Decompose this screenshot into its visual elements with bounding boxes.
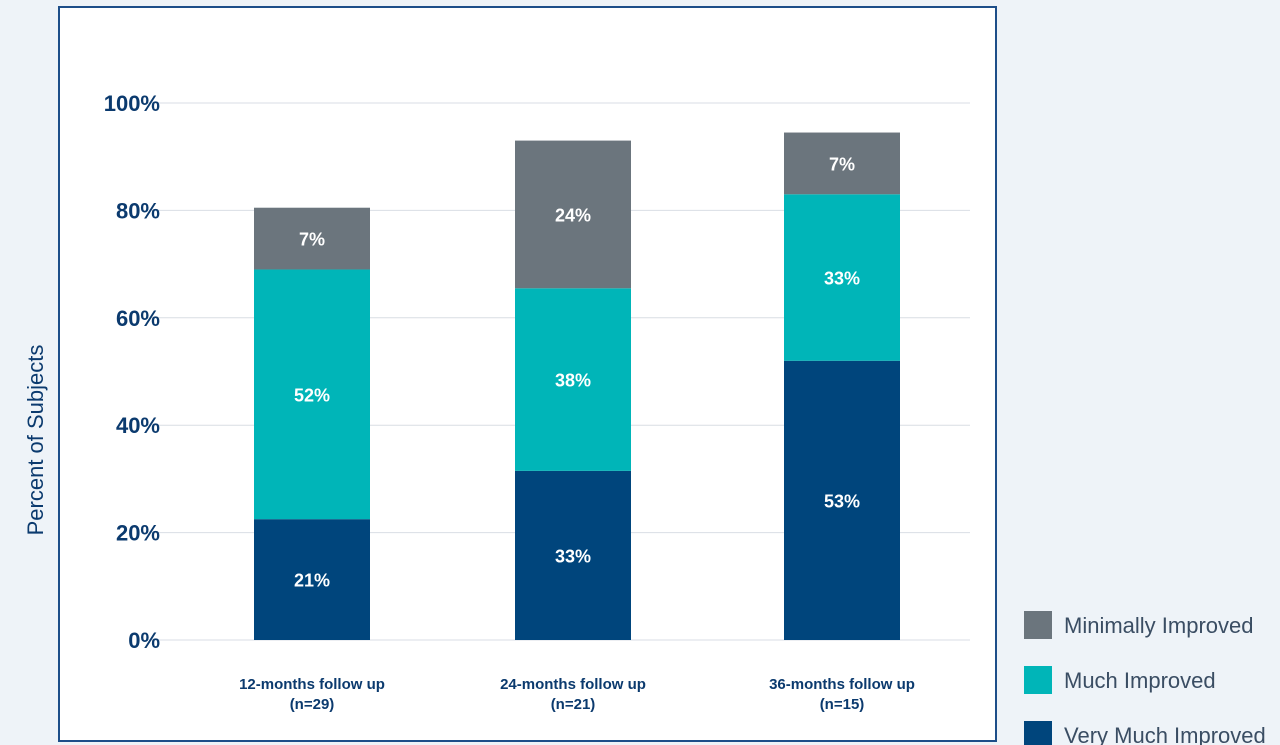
y-tick-label: 100% <box>104 91 160 116</box>
legend-label-much-improved: Much Improved <box>1064 668 1216 693</box>
data-label-very-much-improved: 53% <box>824 491 860 511</box>
data-label-minimally-improved: 7% <box>829 154 855 174</box>
data-label-minimally-improved: 7% <box>299 230 325 250</box>
x-tick-label: (n=15) <box>820 696 865 713</box>
x-tick-label: 24-months follow up <box>500 676 646 693</box>
y-tick-label: 60% <box>116 306 160 331</box>
data-label-much-improved: 38% <box>555 371 591 391</box>
legend-swatch-minimally-improved <box>1024 611 1052 639</box>
data-labels: 21% 52% 7% 33% 38% 24% 53% 33% 7% <box>294 154 860 590</box>
data-label-very-much-improved: 33% <box>555 546 591 566</box>
x-axis-ticks: 12-months follow up (n=29) 24-months follo… <box>239 676 915 713</box>
bar-segment-very-much-improved <box>515 470 631 640</box>
y-axis-label: Percent of Subjects <box>23 345 48 536</box>
bar-segment-much-improved <box>254 269 370 520</box>
bar-segment-much-improved <box>515 288 631 471</box>
y-tick-label: 80% <box>116 198 160 223</box>
y-tick-label: 40% <box>116 413 160 438</box>
legend: Minimally Improved Much Improved Very Much… <box>1024 611 1266 745</box>
data-label-minimally-improved: 24% <box>555 205 591 225</box>
legend-label-very-much-improved: Very Much Improved <box>1064 723 1266 745</box>
y-tick-label: 20% <box>116 521 160 546</box>
legend-swatch-much-improved <box>1024 666 1052 694</box>
bar-segment-very-much-improved <box>784 360 900 640</box>
legend-label-minimally-improved: Minimally Improved <box>1064 613 1254 638</box>
x-tick-label: (n=21) <box>551 696 596 713</box>
data-label-much-improved: 52% <box>294 385 330 405</box>
data-label-very-much-improved: 21% <box>294 571 330 591</box>
x-tick-label: (n=29) <box>290 696 335 713</box>
x-tick-label: 12-months follow up <box>239 676 385 693</box>
x-tick-label: 36-months follow up <box>769 676 915 693</box>
data-label-much-improved: 33% <box>824 269 860 289</box>
y-tick-label: 0% <box>128 628 160 653</box>
bar-segment-minimally-improved <box>784 132 900 195</box>
y-axis-ticks: 0% 20% 40% 60% 80% 100% <box>104 91 160 653</box>
bar-segment-minimally-improved <box>515 140 631 289</box>
bar-segment-much-improved <box>784 194 900 361</box>
legend-swatch-very-much-improved <box>1024 721 1052 745</box>
bar-segment-very-much-improved <box>254 519 370 640</box>
bar-segment-minimally-improved <box>254 207 370 270</box>
bars <box>254 132 900 640</box>
